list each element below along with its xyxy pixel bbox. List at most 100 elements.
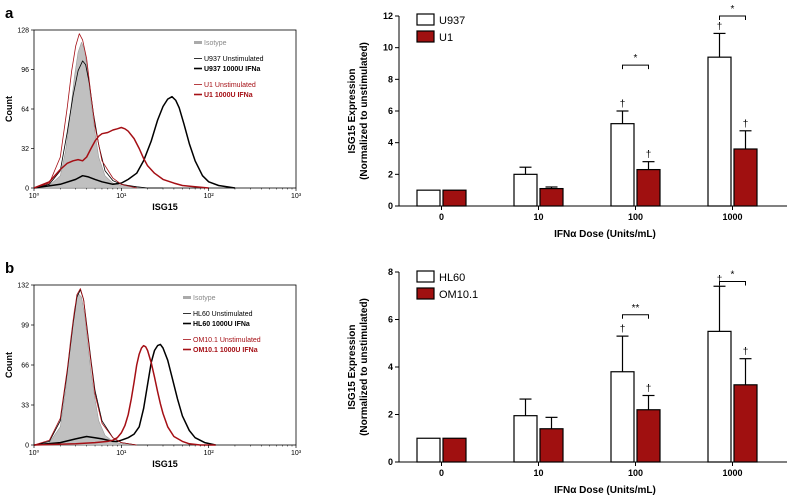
y-tick-label: 8 <box>388 74 393 84</box>
significance-dagger: † <box>743 347 749 358</box>
bar-u1-0 <box>442 189 467 207</box>
bar-hl60-100 <box>610 371 635 463</box>
bar-om10-1-10 <box>539 428 564 463</box>
panel-label-a: a <box>5 5 14 22</box>
histogram-trace-u937-1000u-ifna <box>33 95 236 189</box>
x-tick-label: 10¹ <box>116 450 127 457</box>
bar-hl60-0 <box>416 437 441 463</box>
x-tick-label: 10 <box>533 212 543 222</box>
x-tick-label: 10⁰ <box>29 449 40 457</box>
x-axis-title: IFNα Dose (Units/mL) <box>554 229 656 240</box>
histogram-trace-u1-unstimulated <box>33 33 137 189</box>
legend-entry: U1 1000U IFNa <box>204 92 253 99</box>
bar-chart-a: 0 2 4 6 8 10 12 0 10 100 1000 † † † † * * IFNα Dose (Unit… <box>347 4 787 240</box>
x-tick-label: 0 <box>439 212 444 222</box>
significance-bracket <box>622 64 649 70</box>
x-axis-title: ISG15 <box>152 459 178 469</box>
significance-dagger: † <box>646 384 652 395</box>
y-tick-label: 8 <box>388 267 393 277</box>
x-tick-label: 10¹ <box>116 193 127 200</box>
legend-entry: U937 <box>439 15 465 27</box>
x-tick-label: 1000 <box>722 212 742 222</box>
bar-u937-100 <box>610 123 635 207</box>
histogram-a: 0 32 64 96 128 10⁰ 10¹ 10² 10³ ISG15 Count Isotype U… <box>4 28 302 213</box>
legend-entry: OM10.1 1000U IFNa <box>193 347 258 354</box>
bar-hl60-1000 <box>707 330 732 463</box>
y-tick-label: 10 <box>383 43 393 53</box>
y-tick-label: 6 <box>388 106 393 116</box>
bar-u937-1000 <box>707 56 732 207</box>
significance-bracket <box>719 281 746 286</box>
y-tick-label: 0 <box>388 201 393 211</box>
x-axis-title: IFNα Dose (Units/mL) <box>554 485 656 496</box>
y-tick-label: 132 <box>17 283 29 290</box>
y-tick-label: 2 <box>388 169 393 179</box>
histogram-trace-u1-1000u-ifna <box>33 126 209 189</box>
bar-u937-10 <box>513 173 538 207</box>
legend-entry: U1 <box>439 32 453 44</box>
significance-star: * <box>731 4 735 15</box>
legend-entry: HL60 Unstimulated <box>193 311 253 318</box>
histogram-trace-hl60-1000u-ifna <box>33 343 216 446</box>
x-tick-label: 10 <box>533 468 543 478</box>
legend-entry: U1 Unstimulated <box>204 82 256 89</box>
significance-dagger: † <box>717 274 723 285</box>
y-tick-label: 12 <box>383 11 393 21</box>
significance-dagger: † <box>620 324 626 335</box>
significance-star: * <box>634 53 638 64</box>
y-tick-label: 0 <box>25 443 29 450</box>
bar-hl60-10 <box>513 415 538 463</box>
legend-entry: OM10.1 <box>439 289 478 301</box>
y-tick-label: 6 <box>388 315 393 325</box>
y-tick-label: 0 <box>25 186 29 193</box>
y-tick-label: 96 <box>21 67 29 74</box>
legend-entry: U937 1000U IFNa <box>204 66 261 73</box>
histogram-trace-om10-1-unstimulated <box>33 288 137 446</box>
legend-entry: U937 Unstimulated <box>204 56 264 63</box>
bar-u937-0 <box>416 189 441 207</box>
legend-entry: HL60 1000U IFNa <box>193 321 250 328</box>
y-tick-label: 33 <box>21 403 29 410</box>
bar-u1-10 <box>539 187 564 207</box>
legend-swatch <box>416 13 435 26</box>
legend-swatch <box>416 30 435 43</box>
legend-entry: Isotype <box>204 40 227 47</box>
x-tick-label: 10⁰ <box>29 192 40 200</box>
histogram-trace-om10-1-1000u-ifna <box>33 344 216 446</box>
x-tick-label: 1000 <box>722 468 742 478</box>
x-tick-label: 10³ <box>291 193 302 200</box>
significance-bracket <box>719 15 746 20</box>
x-axis-title: ISG15 <box>152 202 178 212</box>
legend-swatch <box>416 270 435 283</box>
y-tick-label: 4 <box>388 362 393 372</box>
y-axis-title-line2: (Normalized to unstimulated) <box>359 42 370 180</box>
y-tick-label: 66 <box>21 363 29 370</box>
significance-star: * <box>731 270 735 281</box>
y-tick-label: 0 <box>388 457 393 467</box>
significance-bracket <box>622 314 649 319</box>
y-tick-label: 32 <box>21 146 29 153</box>
y-tick-label: 4 <box>388 138 393 148</box>
x-tick-label: 100 <box>628 468 643 478</box>
y-axis-title-line2: (Normalized to unstimulated) <box>359 298 370 436</box>
bar-om10-1-1000 <box>733 384 758 463</box>
x-tick-label: 0 <box>439 468 444 478</box>
y-axis-title-line1: ISG15 Expression <box>347 68 358 153</box>
bar-u1-100 <box>636 168 661 207</box>
legend-entry: OM10.1 Unstimulated <box>193 337 261 344</box>
y-tick-label: 64 <box>21 107 29 114</box>
y-axis-title: Count <box>4 352 14 378</box>
significance-dagger: † <box>743 119 749 130</box>
significance-dagger: † <box>620 99 626 110</box>
legend-entry: HL60 <box>439 272 465 284</box>
histogram-b: 0 33 66 99 132 10⁰ 10¹ 10² 10³ ISG15 Count Isotype H… <box>4 283 302 470</box>
y-tick-label: 99 <box>21 323 29 330</box>
x-tick-label: 10³ <box>291 450 302 457</box>
histogram-trace-isotype <box>33 42 148 189</box>
x-tick-label: 10² <box>204 193 215 200</box>
y-tick-label: 128 <box>17 28 29 35</box>
x-tick-label: 10² <box>204 450 215 457</box>
significance-dagger: † <box>717 21 723 32</box>
